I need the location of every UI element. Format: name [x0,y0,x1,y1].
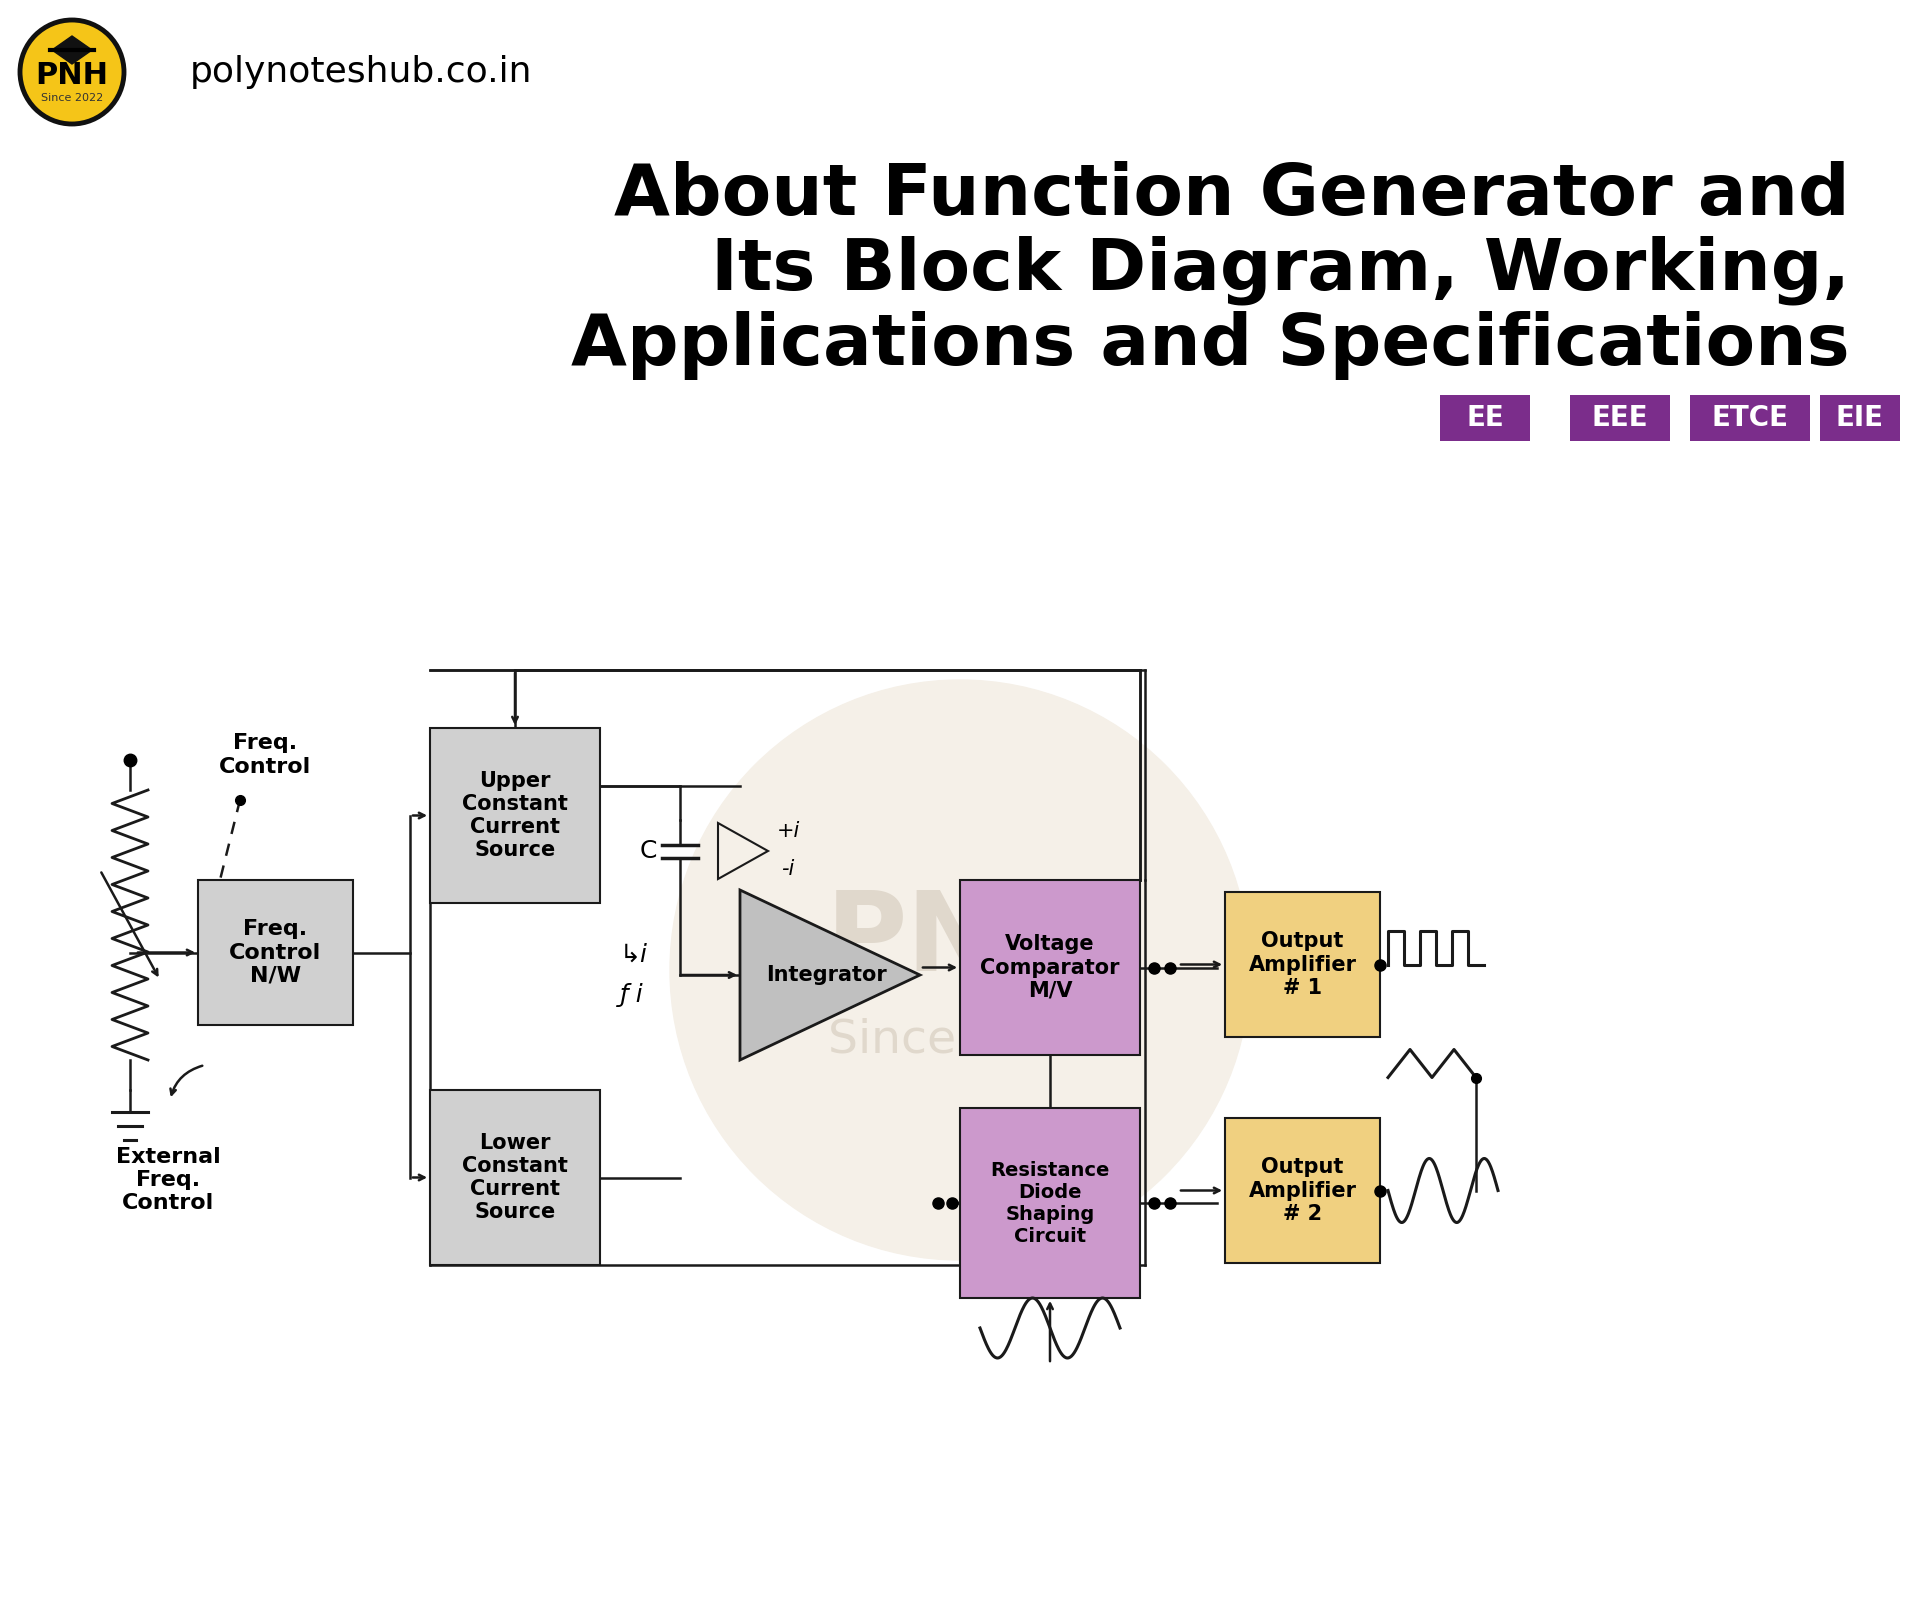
Polygon shape [52,35,92,64]
Text: EIE: EIE [1836,404,1884,431]
Text: C: C [639,839,657,863]
Text: EE: EE [1467,404,1503,431]
Text: Output
Amplifier
# 2: Output Amplifier # 2 [1248,1158,1357,1224]
Text: Its Block Diagram, Working,: Its Block Diagram, Working, [710,235,1851,304]
FancyBboxPatch shape [960,881,1140,1055]
Circle shape [19,19,125,124]
FancyBboxPatch shape [1225,892,1380,1037]
Circle shape [670,679,1250,1261]
Text: polynoteshub.co.in: polynoteshub.co.in [190,55,532,89]
Text: EEE: EEE [1592,404,1647,431]
Text: Freq.
Control: Freq. Control [219,734,311,776]
Text: ↳i: ↳i [620,943,649,968]
Text: ƒ i: ƒ i [620,984,643,1006]
Text: Applications and Specifications: Applications and Specifications [572,311,1851,380]
FancyBboxPatch shape [430,1090,599,1265]
FancyBboxPatch shape [1440,394,1530,441]
Text: Lower
Constant
Current
Source: Lower Constant Current Source [463,1133,568,1222]
Text: Freq.
Control
N/W: Freq. Control N/W [228,919,323,985]
Text: +i: +i [776,821,799,840]
FancyBboxPatch shape [1225,1117,1380,1262]
FancyBboxPatch shape [198,881,353,1026]
Text: Upper
Constant
Current
Source: Upper Constant Current Source [463,771,568,860]
FancyBboxPatch shape [1690,394,1811,441]
Text: PNH: PNH [826,887,1094,993]
Text: Resistance
Diode
Shaping
Circuit: Resistance Diode Shaping Circuit [991,1161,1110,1246]
Text: -i: -i [781,860,795,879]
Text: Integrator: Integrator [766,964,887,985]
Text: Since 2022: Since 2022 [40,93,104,103]
FancyBboxPatch shape [1571,394,1670,441]
Text: Voltage
Comparator
M/V: Voltage Comparator M/V [981,934,1119,1001]
Text: Output
Amplifier
# 1: Output Amplifier # 1 [1248,931,1357,998]
Text: Since 2022: Since 2022 [828,1018,1092,1063]
Text: ETCE: ETCE [1711,404,1789,431]
Text: External
Freq.
Control: External Freq. Control [115,1146,221,1214]
FancyBboxPatch shape [1820,394,1901,441]
FancyBboxPatch shape [430,728,599,903]
FancyBboxPatch shape [960,1108,1140,1298]
Text: About Function Generator and: About Function Generator and [614,161,1851,230]
Text: PNH: PNH [35,61,109,90]
Polygon shape [739,890,920,1059]
